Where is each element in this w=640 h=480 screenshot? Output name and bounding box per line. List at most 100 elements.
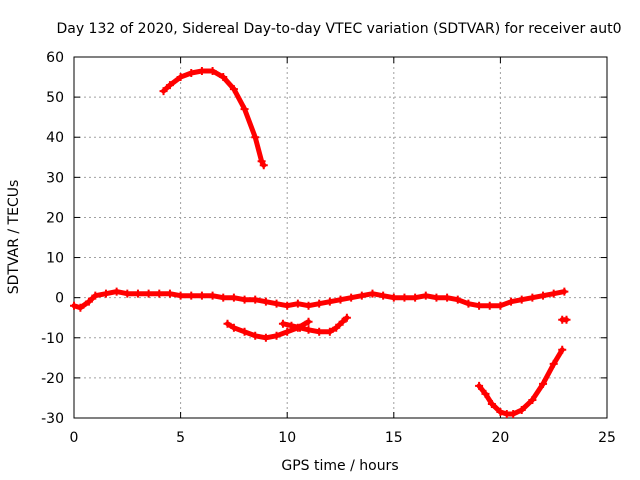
data-point bbox=[325, 297, 334, 306]
data-point bbox=[261, 297, 270, 306]
data-point bbox=[558, 345, 567, 354]
data-point bbox=[507, 297, 516, 306]
data-point bbox=[496, 301, 505, 310]
data-point bbox=[562, 315, 571, 324]
data-point bbox=[240, 295, 249, 304]
data-point bbox=[123, 289, 132, 298]
y-tick-labels: -30 -20 -10 0 10 20 30 40 50 60 bbox=[41, 50, 64, 427]
data-point bbox=[251, 133, 260, 142]
y-tick-label: 50 bbox=[46, 90, 64, 106]
data-point bbox=[304, 301, 313, 310]
data-point bbox=[549, 289, 558, 298]
data-point bbox=[133, 289, 142, 298]
data-point bbox=[176, 291, 185, 300]
x-tick-label: 10 bbox=[278, 430, 296, 446]
data-point bbox=[475, 301, 484, 310]
data-point bbox=[229, 323, 238, 332]
data-point bbox=[453, 295, 462, 304]
data-point bbox=[91, 291, 100, 300]
data-point bbox=[517, 295, 526, 304]
data-point bbox=[338, 317, 347, 326]
data-point bbox=[240, 327, 249, 336]
data-point bbox=[475, 381, 484, 390]
series-arc-2 bbox=[159, 67, 268, 170]
data-point bbox=[421, 291, 430, 300]
data-point bbox=[336, 295, 345, 304]
data-point bbox=[187, 69, 196, 78]
plot-frame bbox=[73, 56, 608, 419]
series-arc-4 bbox=[278, 313, 351, 336]
data-point bbox=[272, 299, 281, 308]
data-point bbox=[219, 293, 228, 302]
data-point bbox=[528, 395, 537, 404]
x-axis-label: GPS time / hours bbox=[281, 458, 398, 474]
data-point bbox=[165, 81, 174, 90]
y-tick-label: -30 bbox=[41, 411, 64, 427]
data-point bbox=[560, 287, 569, 296]
data-point bbox=[342, 313, 351, 322]
series-line bbox=[161, 68, 267, 168]
series-arc-5 bbox=[475, 345, 567, 418]
data-point bbox=[332, 323, 341, 332]
series-arc-3 bbox=[223, 317, 313, 342]
data-point bbox=[293, 299, 302, 308]
data-point bbox=[187, 291, 196, 300]
data-point bbox=[165, 289, 174, 298]
axis-ticks bbox=[73, 56, 608, 419]
x-tick-label: 25 bbox=[598, 430, 616, 446]
data-point bbox=[295, 323, 304, 332]
data-point bbox=[549, 359, 558, 368]
data-point bbox=[208, 67, 217, 76]
data-point bbox=[347, 293, 356, 302]
data-point bbox=[487, 399, 496, 408]
data-point bbox=[112, 287, 121, 296]
data-point bbox=[176, 73, 185, 82]
data-point bbox=[509, 409, 518, 418]
data-point bbox=[278, 319, 287, 328]
data-point bbox=[304, 325, 313, 334]
data-point bbox=[257, 157, 266, 166]
data-point bbox=[325, 327, 334, 336]
x-tick-label: 0 bbox=[70, 430, 79, 446]
data-point bbox=[240, 105, 249, 114]
data-point bbox=[223, 319, 232, 328]
data-point bbox=[283, 301, 292, 310]
y-tick-label: 0 bbox=[55, 291, 64, 307]
data-point bbox=[76, 303, 85, 312]
data-point bbox=[261, 333, 270, 342]
data-point bbox=[101, 289, 110, 298]
data-point bbox=[517, 405, 526, 414]
series-arc-6 bbox=[558, 315, 571, 324]
y-tick-label: 40 bbox=[46, 130, 64, 146]
data-point bbox=[144, 289, 153, 298]
data-point bbox=[368, 289, 377, 298]
chart-title: Day 132 of 2020, Sidereal Day-to-day VTE… bbox=[56, 21, 621, 37]
data-point bbox=[272, 331, 281, 340]
x-tick-labels: 0 5 10 15 20 25 bbox=[70, 430, 616, 446]
data-point bbox=[315, 327, 324, 336]
y-tick-label: 10 bbox=[46, 251, 64, 267]
data-point bbox=[208, 291, 217, 300]
data-point bbox=[283, 327, 292, 336]
data-point bbox=[389, 293, 398, 302]
data-point bbox=[315, 299, 324, 308]
data-point bbox=[411, 293, 420, 302]
data-point bbox=[464, 299, 473, 308]
data-point bbox=[432, 293, 441, 302]
y-tick-label: -10 bbox=[41, 331, 64, 347]
data-point bbox=[400, 293, 409, 302]
x-tick-label: 5 bbox=[176, 430, 185, 446]
data-point bbox=[219, 73, 228, 82]
data-point bbox=[481, 389, 490, 398]
data-point bbox=[229, 85, 238, 94]
data-point bbox=[528, 293, 537, 302]
data-point bbox=[496, 407, 505, 416]
y-tick-label: 20 bbox=[46, 210, 64, 226]
data-point bbox=[84, 297, 93, 306]
data-point bbox=[251, 331, 260, 340]
y-tick-label: -20 bbox=[41, 371, 64, 387]
data-point bbox=[304, 317, 313, 326]
data-series bbox=[70, 67, 571, 418]
data-point bbox=[159, 87, 168, 96]
